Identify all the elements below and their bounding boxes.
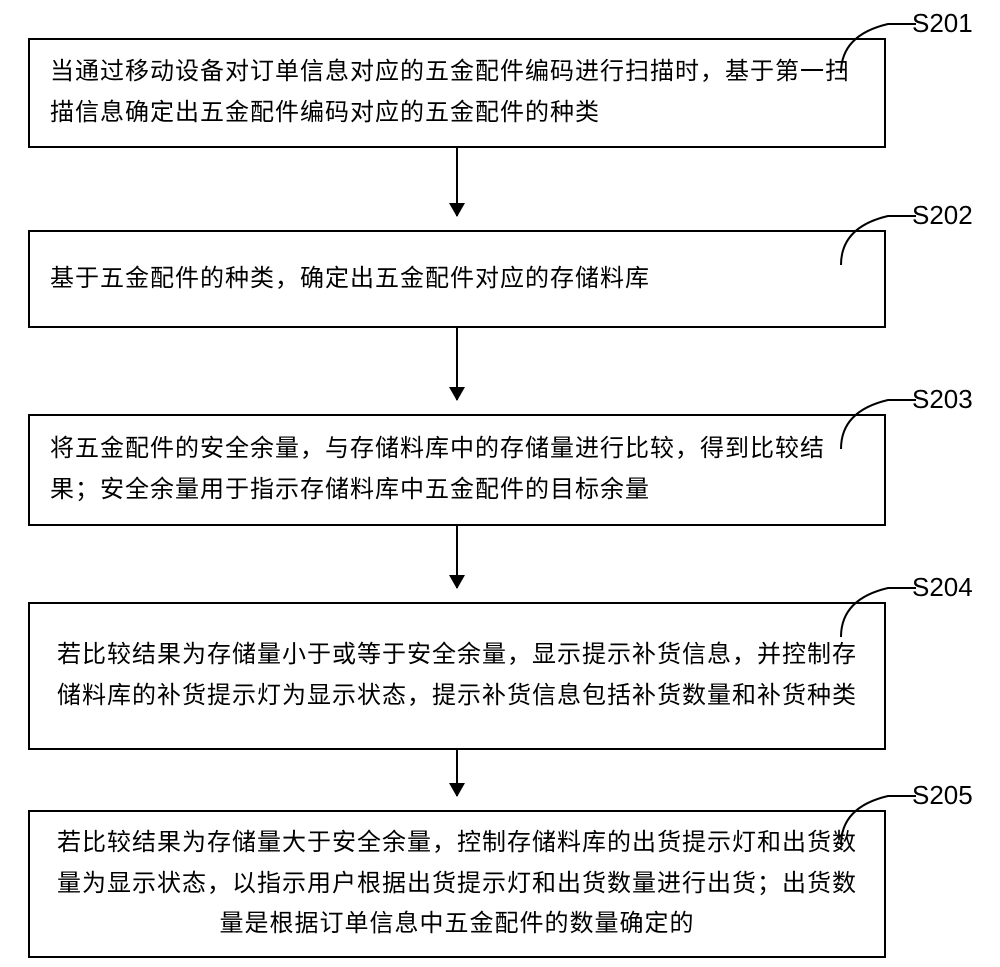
flow-text-s205: 若比较结果为存储量大于安全余量，控制存储料库的出货提示灯和出货数量为显示状态，以… xyxy=(50,823,864,945)
flowchart-container: 当通过移动设备对订单信息对应的五金配件编码进行扫描时，基于第一扫描信息确定出五金… xyxy=(0,0,1000,967)
flow-text-s204: 若比较结果为存储量小于或等于安全余量，显示提示补货信息，并控制存储料库的补货提示… xyxy=(50,635,864,717)
flow-arrow-1 xyxy=(456,148,458,216)
step-label-s202: S202 xyxy=(912,200,973,231)
flow-box-s201: 当通过移动设备对订单信息对应的五金配件编码进行扫描时，基于第一扫描信息确定出五金… xyxy=(28,38,886,148)
flow-arrow-4 xyxy=(456,750,458,796)
flow-text-s203: 将五金配件的安全余量，与存储料库中的存储量进行比较，得到比较结果；安全余量用于指… xyxy=(50,429,864,511)
flow-box-s204: 若比较结果为存储量小于或等于安全余量，显示提示补货信息，并控制存储料库的补货提示… xyxy=(28,602,886,750)
step-label-s201: S201 xyxy=(912,8,973,39)
flow-arrow-2 xyxy=(456,328,458,400)
flow-text-s202: 基于五金配件的种类，确定出五金配件对应的存储料库 xyxy=(50,259,650,300)
flow-box-s203: 将五金配件的安全余量，与存储料库中的存储量进行比较，得到比较结果；安全余量用于指… xyxy=(28,414,886,526)
flow-box-s202: 基于五金配件的种类，确定出五金配件对应的存储料库 xyxy=(28,230,886,328)
step-label-s205: S205 xyxy=(912,780,973,811)
flow-arrow-3 xyxy=(456,526,458,588)
flow-box-s205: 若比较结果为存储量大于安全余量，控制存储料库的出货提示灯和出货数量为显示状态，以… xyxy=(28,810,886,958)
step-label-s203: S203 xyxy=(912,384,973,415)
step-label-s204: S204 xyxy=(912,572,973,603)
flow-text-s201: 当通过移动设备对订单信息对应的五金配件编码进行扫描时，基于第一扫描信息确定出五金… xyxy=(50,52,864,134)
